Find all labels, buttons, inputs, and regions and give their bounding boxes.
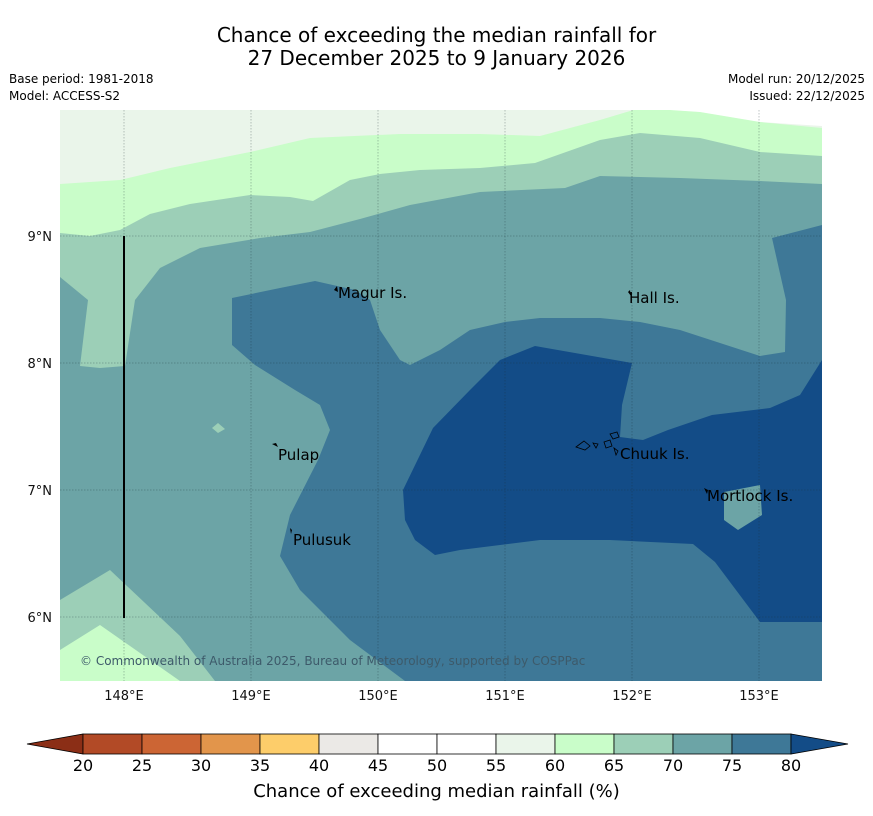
colorbar-swatch-30-35 — [200, 733, 261, 755]
lat-label-6n: 6°N — [28, 611, 53, 626]
colorbar-tick-70: 70 — [663, 756, 683, 775]
lon-label-152e: 152°E — [612, 689, 652, 704]
island-markers — [272, 286, 708, 534]
copyright-notice: © Commonwealth of Australia 2025, Bureau… — [80, 654, 585, 668]
colorbar-tick-55: 55 — [486, 756, 506, 775]
colorbar-extend-high — [790, 733, 849, 755]
colorbar-swatch-55-60 — [495, 733, 556, 755]
colorbar-swatch-50-55 — [436, 733, 497, 755]
model-run: Model run: 20/12/2025 — [727, 72, 865, 86]
mortlock-island-mark — [704, 488, 708, 494]
lon-label-150e: 150°E — [358, 689, 398, 704]
meta-right: Model run: 20/12/2025 Issued: 22/12/2025 — [728, 71, 865, 105]
band-50-55 — [60, 110, 822, 126]
colorbar-tick-25: 25 — [132, 756, 152, 775]
colorbar-tick-30: 30 — [191, 756, 211, 775]
model-name: Model: ACCESS-S2 — [9, 89, 121, 103]
colorbar-tick-50: 50 — [427, 756, 447, 775]
place-label-pulap: Pulap — [278, 446, 319, 464]
band-70-75-patch — [724, 485, 762, 530]
place-labels: Magur Is. Hall Is. Pulap Chuuk Is. Mortl… — [278, 284, 793, 549]
colorbar-swatch-75-80 — [731, 733, 792, 755]
meta-left: Base period: 1981-2018 Model: ACCESS-S2 — [9, 71, 154, 105]
lon-axis-labels: 148°E 149°E 150°E 151°E 152°E 153°E — [104, 689, 779, 704]
colorbar-tick-65: 65 — [604, 756, 624, 775]
hall-island-mark — [628, 290, 631, 296]
contour-bands — [60, 110, 822, 681]
colorbar-swatch-20-25 — [82, 733, 143, 755]
lon-label-148e: 148°E — [104, 689, 144, 704]
lat-label-9n: 9°N — [28, 230, 53, 245]
pulusuk-island-mark — [290, 528, 292, 534]
lon-label-153e: 153°E — [739, 689, 779, 704]
issued-date: Issued: 22/12/2025 — [749, 89, 865, 103]
lon-label-151e: 151°E — [485, 689, 525, 704]
colorbar-tick-45: 45 — [368, 756, 388, 775]
place-label-pulusuk: Pulusuk — [293, 531, 351, 549]
band-80-plus — [403, 346, 822, 622]
colorbar-tick-20: 20 — [73, 756, 93, 775]
colorbar-swatch-45-50 — [377, 733, 438, 755]
lat-label-8n: 8°N — [28, 357, 53, 372]
chuuk-lagoon — [575, 431, 620, 457]
place-label-mortlock: Mortlock Is. — [707, 487, 793, 505]
magur-island-mark — [334, 286, 338, 292]
map-title-line-2: 27 December 2025 to 9 January 2026 — [247, 46, 626, 70]
map-title-line-1: Chance of exceeding the median rainfall … — [216, 23, 657, 47]
place-label-chuuk: Chuuk Is. — [620, 445, 689, 463]
place-label-magur: Magur Is. — [338, 284, 407, 302]
colorbar-swatch-70-75 — [672, 733, 733, 755]
colorbar-tick-60: 60 — [545, 756, 565, 775]
colorbar-tick-80: 80 — [781, 756, 801, 775]
lat-axis-labels: 9°N 8°N 7°N 6°N — [28, 230, 53, 626]
base-period: Base period: 1981-2018 — [9, 72, 154, 86]
colorbar-extend-low — [26, 733, 84, 755]
colorbar: 20 25 30 35 40 45 50 55 60 65 70 75 80 — [26, 733, 849, 775]
colorbar-swatch-60-65 — [554, 733, 615, 755]
colorbar-tick-75: 75 — [722, 756, 742, 775]
colorbar-title: Chance of exceeding median rainfall (%) — [253, 781, 620, 802]
lon-label-149e: 149°E — [231, 689, 271, 704]
lat-label-7n: 7°N — [28, 484, 53, 499]
colorbar-swatch-40-45 — [318, 733, 379, 755]
place-label-hall: Hall Is. — [629, 289, 680, 307]
band-65-70-spot — [212, 423, 225, 433]
colorbar-tick-35: 35 — [250, 756, 270, 775]
colorbar-swatch-35-40 — [259, 733, 320, 755]
colorbar-tick-40: 40 — [309, 756, 329, 775]
colorbar-swatch-25-30 — [141, 733, 202, 755]
colorbar-swatch-65-70 — [613, 733, 674, 755]
pulap-island-mark — [272, 443, 278, 447]
